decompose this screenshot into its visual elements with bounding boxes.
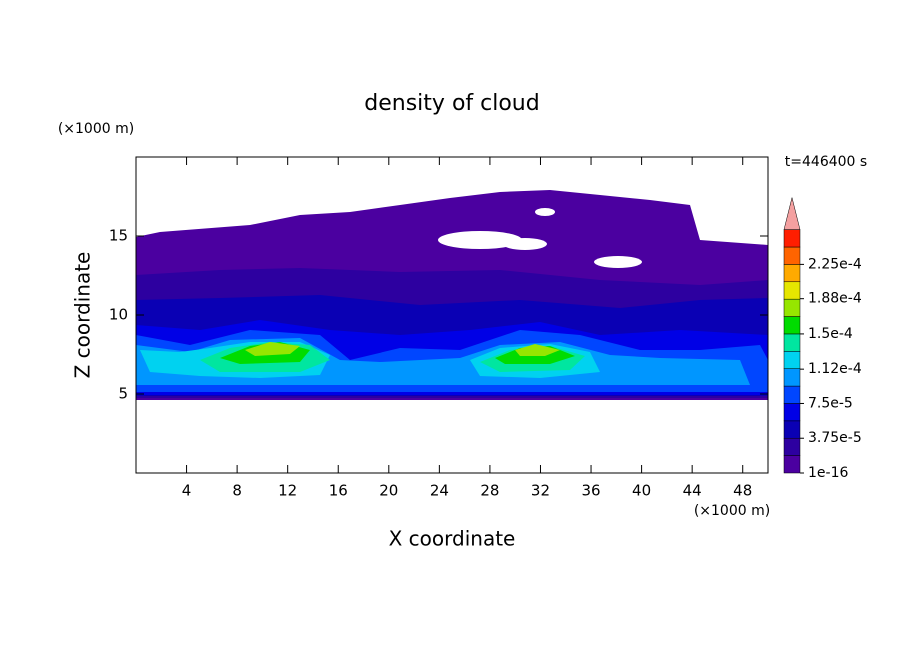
x-axis-label: X coordinate [389, 527, 516, 551]
colorbar-box [783, 420, 801, 439]
colorbar-label: 3.75e-5 [808, 430, 862, 446]
x-tick-label: 20 [379, 482, 398, 500]
colorbar-label: 1.12e-4 [808, 361, 862, 377]
colorbar-box [783, 246, 801, 265]
y-tick-label: 5 [118, 385, 128, 403]
colorbar-box [783, 351, 801, 369]
colorbar-box [783, 229, 801, 248]
x-tick-label: 24 [430, 482, 449, 500]
y-tick-label: 10 [109, 306, 128, 324]
colorbar-box [783, 333, 801, 352]
colorbar-box [783, 298, 801, 317]
colorbar-label: 1.88e-4 [808, 291, 862, 307]
y-axis-label: Z coordinate [71, 252, 95, 379]
x-tick-label: 12 [278, 482, 297, 500]
colorbar-box [783, 368, 801, 387]
chart-title: density of cloud [364, 91, 539, 116]
x-tick-label: 28 [480, 482, 499, 500]
x-tick-label: 48 [733, 482, 752, 500]
colorbar-box [783, 281, 801, 300]
x-tick-label: 4 [182, 482, 192, 500]
x-tick-label: 40 [632, 482, 651, 500]
contour-field [136, 190, 768, 400]
y-unit: (×1000 m) [58, 121, 134, 137]
x-tick-label: 8 [232, 482, 242, 500]
x-tick-label: 16 [329, 482, 348, 500]
colorbar-box [783, 455, 801, 474]
x-tick-label: 36 [581, 482, 600, 500]
colorbar-box [783, 437, 801, 456]
x-tick-label: 32 [531, 482, 550, 500]
x-tick-label: 44 [683, 482, 702, 500]
colorbar-box [783, 403, 801, 422]
y-tick-label: 15 [109, 227, 128, 245]
colorbar-label: 7.5e-5 [808, 395, 853, 411]
colorbar-box [783, 385, 801, 404]
colorbar-extend [783, 197, 801, 230]
time-label: t=446400 s [785, 154, 867, 170]
colorbar-box [783, 264, 801, 283]
x-unit: (×1000 m) [694, 503, 770, 519]
colorbar-box [783, 316, 801, 335]
colorbar-label: 1e-16 [808, 465, 848, 481]
colorbar-label: 2.25e-4 [808, 256, 862, 272]
colorbar-label: 1.5e-4 [808, 326, 853, 342]
